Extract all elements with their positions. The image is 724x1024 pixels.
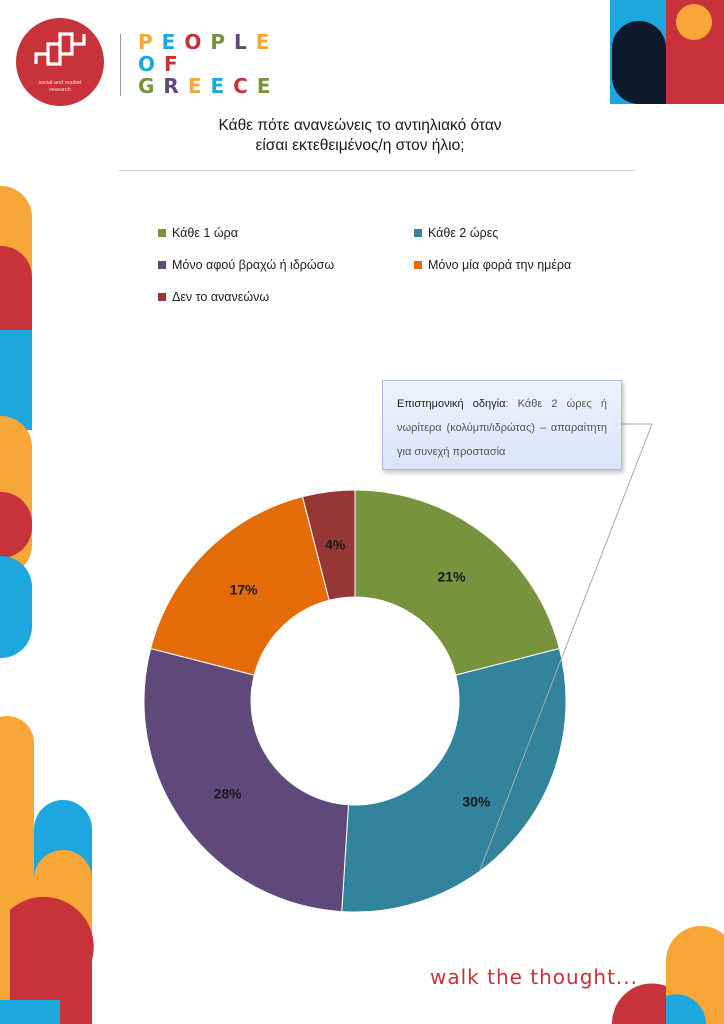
tagline: walk the thought... — [430, 965, 639, 989]
brand-letter: E — [256, 74, 280, 98]
brand-letter: E — [161, 30, 185, 54]
legend-item-5: Δεν το ανανεώνω — [158, 290, 269, 304]
legend-swatch — [158, 261, 166, 269]
legend-label: Δεν το ανανεώνω — [172, 290, 270, 304]
title-divider — [118, 170, 636, 171]
brand-name-line-1: PEOPLEPEOPLE — [138, 30, 278, 54]
brand-logo: social and market research — [16, 18, 104, 106]
logo-subtitle-line2: research — [49, 87, 71, 93]
left-capsule-red-2 — [0, 492, 32, 558]
legend-label: Κάθε 1 ώρα — [172, 226, 238, 240]
legend-swatch — [158, 293, 166, 301]
brand-letter: G — [138, 74, 164, 98]
brand-letter: E — [210, 74, 234, 98]
legend-swatch — [414, 229, 422, 237]
legend-item-4: Μόνο μία φορά την ημέρα — [414, 258, 571, 272]
left-capsule-blue-2 — [0, 556, 32, 658]
bl-red-leaf — [10, 896, 94, 1024]
brand-name-line-3: GREECEGREECE — [138, 74, 280, 98]
donut-slice-2 — [341, 647, 567, 913]
slice-label-2: 30% — [462, 793, 491, 809]
callout-leader-line — [478, 423, 653, 872]
corner-orange-dot — [676, 4, 712, 40]
legend-label: Κάθε 2 ώρες — [428, 226, 499, 240]
chart-title-line2: είσαι εκτεθειμένος/η στον ήλιο; — [255, 137, 465, 154]
brand-letter: L — [234, 30, 256, 54]
donut-slice-5 — [301, 489, 356, 601]
legend-item-3: Μόνο αφού βραχώ ή ιδρώσω — [158, 258, 334, 272]
legend-label: Μόνο αφού βραχώ ή ιδρώσω — [172, 258, 335, 272]
legend-swatch — [158, 229, 166, 237]
donut-slice-1 — [354, 489, 560, 676]
slice-label-5: 4% — [325, 537, 346, 553]
left-block-blue — [0, 330, 32, 430]
br-blue-quarter — [666, 994, 706, 1024]
slice-label-1: 21% — [438, 569, 467, 585]
brand-letter: O — [184, 30, 211, 54]
brand-divider — [120, 34, 121, 96]
bl-blue-base — [0, 1000, 60, 1024]
slice-label-3: 28% — [214, 786, 243, 802]
legend-item-1: Κάθε 1 ώρα — [158, 226, 238, 240]
callout-label: Επιστημονική οδηγία — [397, 398, 506, 410]
brand-letter: E — [187, 74, 211, 98]
brand-letter: F — [164, 52, 187, 76]
brand-letter: C — [233, 74, 257, 98]
brand-letter: R — [163, 74, 188, 98]
legend-swatch — [414, 261, 422, 269]
donut-slice-4 — [150, 496, 330, 676]
legend-item-2: Κάθε 2 ώρες — [414, 226, 498, 240]
logo-glyph-icon — [34, 32, 86, 66]
brand-name-line-2: OFOF — [138, 52, 187, 76]
brand-letter: O — [138, 52, 165, 76]
brand-letter: P — [138, 30, 162, 54]
legend-label: Μόνο μία φορά την ημέρα — [428, 258, 572, 272]
callout-separator: : — [505, 398, 518, 410]
scientific-guidance-callout: Επιστημονική οδηγία: Κάθε 2 ώρες ή νωρίτ… — [382, 380, 622, 470]
br-red-quarter — [611, 983, 666, 1024]
logo-subtitle-line1: social and market — [38, 80, 82, 86]
chart-title: Κάθε πότε ανανεώνεις το αντιηλιακό όταν … — [150, 116, 570, 156]
brand-letter: P — [210, 30, 235, 54]
chart-title-line1: Κάθε πότε ανανεώνεις το αντιηλιακό όταν — [218, 117, 502, 134]
brand-letter: E — [255, 30, 279, 54]
logo-subtitle: social and market research — [16, 80, 104, 94]
callout-text: Κάθε 2 ώρες ή νωρίτερα (κολύμπι/ιδρώτας)… — [397, 398, 607, 458]
slice-label-4: 17% — [230, 582, 259, 598]
corner-navy-leaf — [612, 21, 666, 104]
donut-slice-3 — [143, 647, 350, 913]
